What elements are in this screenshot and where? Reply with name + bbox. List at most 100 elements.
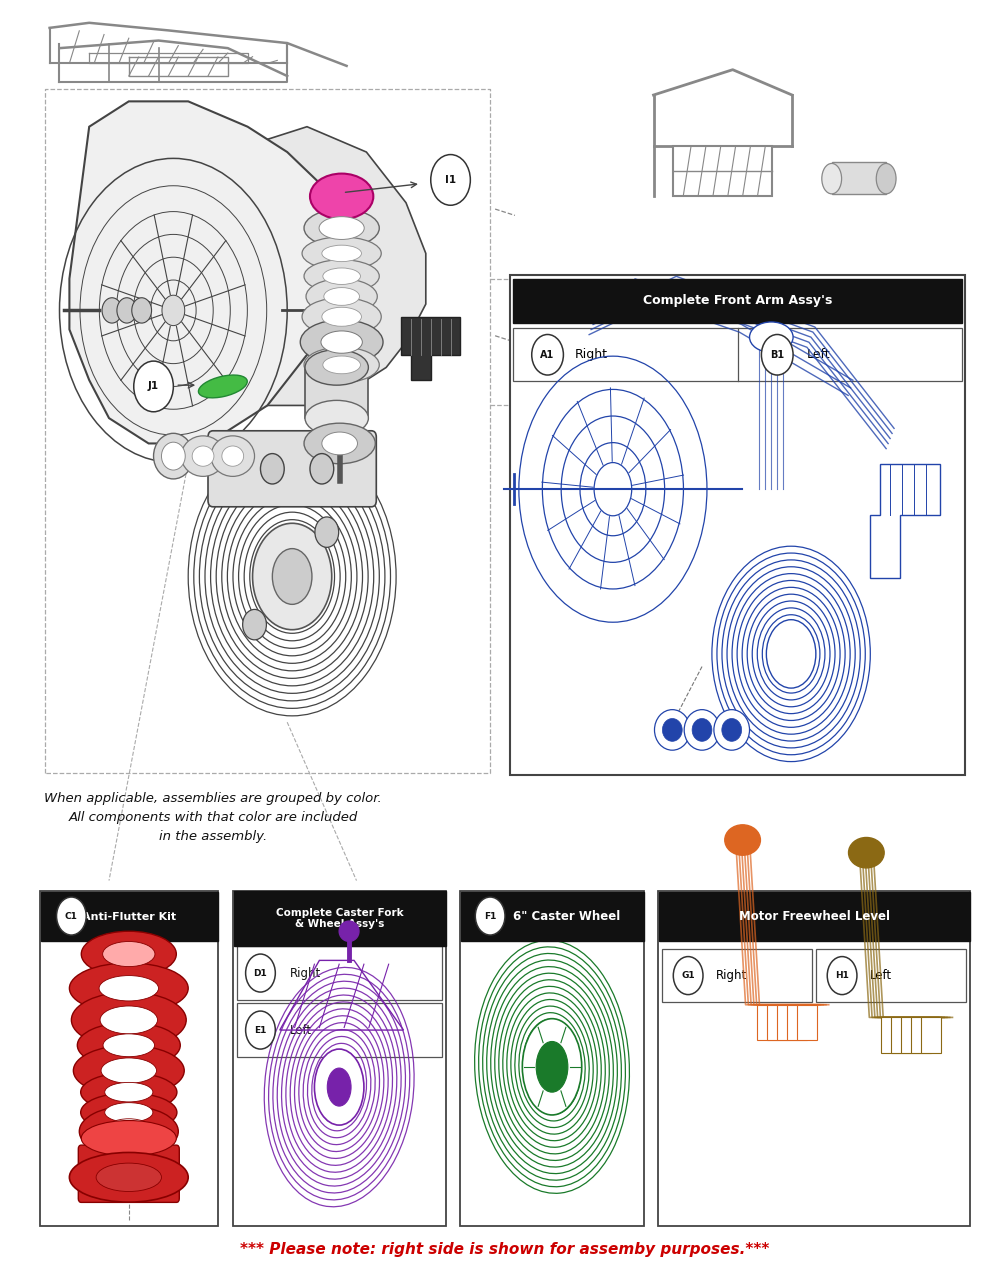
Ellipse shape [77, 1022, 180, 1068]
Ellipse shape [211, 436, 255, 476]
Ellipse shape [161, 442, 185, 470]
Ellipse shape [536, 1041, 568, 1092]
Ellipse shape [684, 710, 720, 750]
FancyBboxPatch shape [460, 891, 644, 1226]
Text: G1: G1 [681, 971, 695, 981]
Ellipse shape [323, 269, 360, 285]
FancyBboxPatch shape [40, 891, 218, 1226]
FancyBboxPatch shape [767, 1005, 787, 1040]
Ellipse shape [306, 279, 377, 314]
Circle shape [827, 957, 857, 995]
FancyBboxPatch shape [662, 949, 812, 1002]
Ellipse shape [321, 331, 362, 353]
Ellipse shape [322, 246, 361, 262]
FancyBboxPatch shape [461, 892, 644, 941]
Ellipse shape [73, 1045, 184, 1096]
Text: E1: E1 [254, 1025, 267, 1035]
Ellipse shape [662, 718, 682, 741]
Text: Left: Left [870, 969, 892, 982]
FancyBboxPatch shape [234, 891, 446, 946]
Text: Left: Left [290, 1024, 312, 1036]
FancyBboxPatch shape [237, 946, 442, 1000]
Ellipse shape [105, 1082, 153, 1102]
Text: Motor Freewheel Level: Motor Freewheel Level [739, 910, 890, 924]
Polygon shape [208, 127, 426, 405]
Text: Left: Left [807, 348, 831, 361]
Text: I1: I1 [445, 175, 456, 185]
Ellipse shape [99, 976, 158, 1001]
Ellipse shape [714, 710, 750, 750]
Ellipse shape [654, 710, 690, 750]
Ellipse shape [876, 163, 896, 194]
Text: Right: Right [290, 967, 321, 979]
Ellipse shape [79, 1106, 178, 1157]
Text: Right: Right [716, 969, 747, 982]
FancyBboxPatch shape [510, 275, 965, 775]
FancyBboxPatch shape [777, 1005, 797, 1040]
Ellipse shape [81, 1093, 177, 1131]
Ellipse shape [314, 1049, 364, 1125]
Ellipse shape [253, 523, 332, 630]
Text: Right: Right [574, 348, 607, 361]
FancyBboxPatch shape [797, 1005, 817, 1040]
FancyBboxPatch shape [921, 1017, 941, 1053]
Ellipse shape [222, 446, 244, 466]
Ellipse shape [304, 209, 379, 247]
Ellipse shape [302, 237, 381, 270]
Text: 6" Caster Wheel: 6" Caster Wheel [513, 910, 620, 922]
Ellipse shape [198, 375, 247, 398]
FancyBboxPatch shape [658, 891, 970, 1226]
Text: F1: F1 [484, 911, 496, 921]
Ellipse shape [71, 992, 186, 1048]
Ellipse shape [81, 1120, 176, 1156]
Ellipse shape [323, 356, 360, 374]
FancyBboxPatch shape [513, 328, 962, 381]
FancyBboxPatch shape [911, 1017, 931, 1053]
Ellipse shape [243, 609, 266, 640]
Ellipse shape [750, 322, 793, 352]
Ellipse shape [327, 1068, 351, 1106]
Polygon shape [401, 317, 460, 380]
Polygon shape [69, 101, 347, 443]
Text: When applicable, assemblies are grouped by color.: When applicable, assemblies are grouped … [44, 792, 382, 805]
Text: J1: J1 [148, 381, 159, 392]
Ellipse shape [154, 433, 193, 479]
FancyBboxPatch shape [659, 892, 970, 941]
FancyBboxPatch shape [891, 1017, 911, 1053]
Ellipse shape [69, 963, 188, 1014]
Ellipse shape [192, 446, 214, 466]
FancyBboxPatch shape [237, 1003, 442, 1057]
Text: C1: C1 [65, 911, 78, 921]
Ellipse shape [117, 298, 137, 323]
Ellipse shape [69, 1153, 188, 1202]
FancyBboxPatch shape [832, 162, 886, 194]
Circle shape [134, 361, 173, 412]
FancyBboxPatch shape [78, 1145, 179, 1202]
Ellipse shape [522, 1019, 582, 1115]
Text: A1: A1 [540, 350, 555, 360]
Ellipse shape [305, 350, 368, 385]
Ellipse shape [162, 295, 185, 326]
Circle shape [246, 954, 275, 992]
Circle shape [431, 155, 470, 205]
Ellipse shape [304, 347, 379, 383]
Ellipse shape [260, 454, 284, 484]
FancyBboxPatch shape [881, 1017, 901, 1053]
Text: Complete Front Arm Assy's: Complete Front Arm Assy's [643, 294, 832, 308]
FancyBboxPatch shape [41, 892, 218, 941]
Ellipse shape [302, 298, 381, 336]
Ellipse shape [96, 1163, 161, 1191]
Text: *** Please note: right side is shown for assemby purposes.***: *** Please note: right side is shown for… [240, 1242, 770, 1257]
Ellipse shape [305, 400, 368, 436]
Ellipse shape [315, 517, 339, 547]
Ellipse shape [304, 260, 379, 293]
FancyBboxPatch shape [757, 1005, 777, 1040]
Ellipse shape [722, 718, 742, 741]
Text: D1: D1 [254, 968, 267, 978]
Text: in the assembly.: in the assembly. [159, 830, 267, 843]
Circle shape [761, 334, 793, 375]
Ellipse shape [104, 1119, 154, 1144]
FancyBboxPatch shape [787, 1005, 807, 1040]
Circle shape [57, 897, 86, 935]
Circle shape [532, 334, 563, 375]
